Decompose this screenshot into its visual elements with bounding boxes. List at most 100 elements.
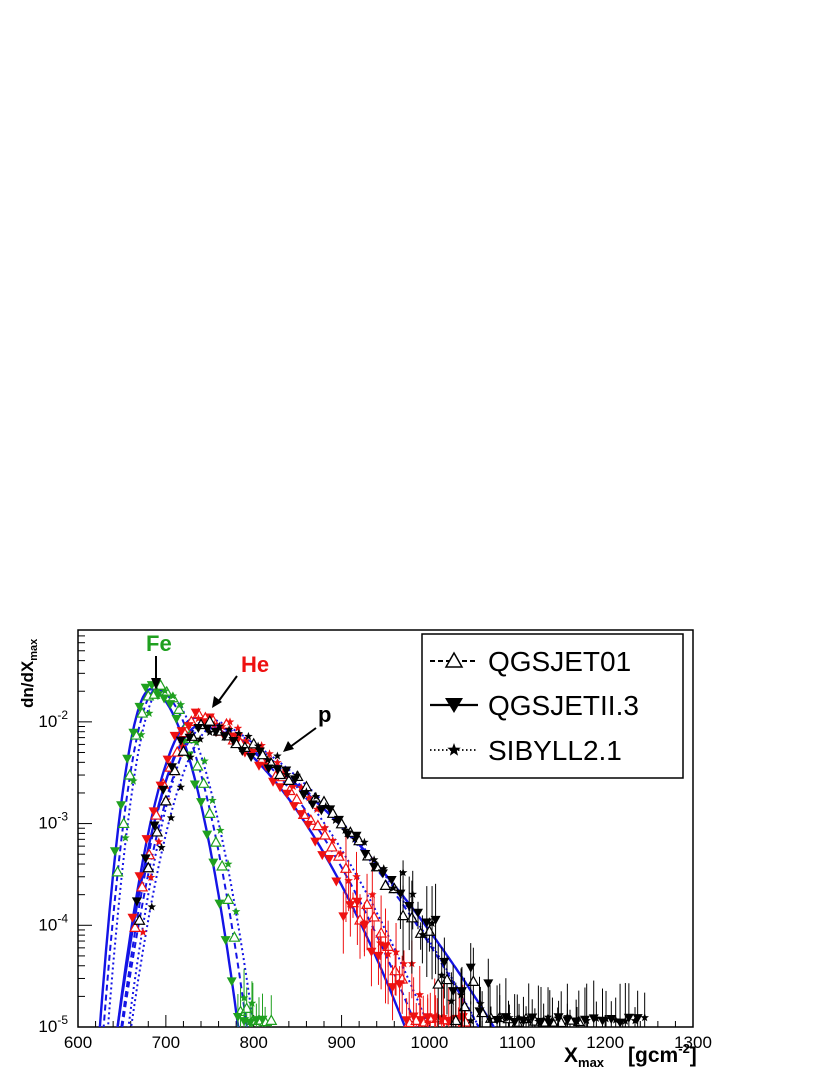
marker-star [611, 1015, 620, 1024]
marker-open-triangle [159, 794, 172, 806]
marker-star [630, 1016, 640, 1025]
x-tick-label: 700 [152, 1033, 180, 1052]
marker-star [244, 731, 253, 741]
marker-star [423, 1017, 432, 1026]
marker-filled-triangle [282, 789, 293, 799]
marker-filled-triangle [333, 815, 344, 825]
legend-label-qgsjetii3: QGSJETII.3 [488, 690, 639, 721]
marker-filled-triangle [148, 807, 159, 817]
marker-filled-triangle [623, 1013, 634, 1023]
marker-star [399, 959, 409, 968]
marker-filled-triangle [158, 785, 169, 795]
legend-label-sibyll21: SIBYLL2.1 [488, 735, 622, 766]
marker-star [208, 795, 217, 805]
marker-filled-triangle [401, 1016, 412, 1026]
marker-filled-triangle [237, 746, 248, 756]
marker-star [194, 714, 203, 723]
marker-open-triangle [191, 759, 204, 771]
marker-open-triangle [318, 828, 331, 840]
annotations: Fe He p [146, 631, 331, 752]
marker-open-triangle [117, 817, 130, 829]
marker-filled-triangle [245, 1018, 256, 1027]
marker-filled-triangle [483, 979, 494, 989]
marker-filled-triangle [408, 1012, 419, 1022]
marker-filled-triangle [208, 858, 219, 868]
marker-open-triangle [325, 840, 338, 852]
marker-star [427, 918, 437, 927]
marker-filled-triangle [176, 727, 187, 737]
marker-open-triangle [129, 921, 142, 933]
marker-open-triangle [368, 910, 381, 922]
marker-filled-triangle [190, 708, 201, 718]
marker-filled-triangle [149, 821, 160, 831]
marker-filled-triangle [220, 936, 231, 946]
marker-star [154, 837, 164, 846]
marker-filled-triangle [352, 897, 363, 907]
marker-open-triangle [222, 893, 235, 904]
marker-filled-triangle [131, 897, 142, 907]
x-axis-title: Xmax [gcm-2] [564, 1041, 697, 1070]
marker-filled-triangle [415, 1016, 426, 1026]
marker-star [192, 737, 201, 746]
marker-star [534, 1016, 543, 1025]
marker-star [157, 843, 166, 852]
marker-star [205, 727, 215, 736]
marker-filled-triangle [214, 899, 225, 909]
marker-star [129, 776, 138, 785]
marker-filled-triangle [257, 1015, 268, 1025]
marker-filled-triangle [253, 761, 264, 771]
legend: QGSJET01 QGSJETII.3 SIBYLL2.1 [421, 633, 684, 779]
marker-star [121, 833, 130, 842]
marker-open-triangle [177, 745, 190, 756]
marker-filled-triangle [366, 947, 377, 957]
marker-filled-triangle [439, 957, 450, 967]
marker-filled-triangle [430, 915, 441, 925]
marker-filled-triangle [196, 798, 206, 808]
marker-star [186, 752, 195, 761]
marker-star [415, 990, 424, 999]
marker-open-triangle [151, 825, 164, 837]
marker-filled-triangle [281, 766, 292, 776]
marker-filled-triangle [394, 980, 405, 990]
marker-star [383, 949, 393, 958]
marker-star [431, 1013, 440, 1022]
marker-filled-triangle [387, 983, 398, 993]
marker-star [514, 1013, 524, 1022]
marker-star [505, 1013, 514, 1022]
marker-filled-triangle [232, 1012, 243, 1022]
marker-star [328, 836, 338, 845]
marker-star [224, 859, 233, 868]
x-tick-label: 900 [327, 1033, 355, 1052]
x-tick-label: 1100 [499, 1033, 536, 1052]
marker-open-triangle [133, 914, 146, 925]
marker-filled-triangle [167, 763, 178, 773]
marker-star [582, 1016, 591, 1025]
marker-open-triangle [432, 977, 445, 989]
marker-star [352, 872, 361, 881]
marker-star [253, 741, 263, 750]
marker-filled-triangle [606, 1014, 617, 1024]
marker-filled-triangle [141, 835, 152, 845]
marker-filled-triangle [456, 987, 467, 997]
marker-star [391, 947, 401, 956]
marker-filled-triangle [373, 951, 384, 961]
marker-filled-triangle [175, 736, 186, 746]
marker-filled-triangle [338, 912, 349, 922]
marker-filled-triangle [303, 820, 314, 830]
marker-filled-triangle [386, 876, 397, 886]
marker-open-triangle [282, 774, 295, 786]
marker-filled-triangle [342, 830, 353, 840]
marker-star [217, 722, 227, 731]
marker-star [321, 802, 330, 811]
marker-open-triangle [197, 777, 210, 788]
marker-star [224, 725, 234, 734]
marker-filled-triangle [275, 783, 286, 793]
marker-star [160, 686, 170, 695]
marker-star [176, 782, 186, 791]
legend-label-qgsjet01: QGSJET01 [488, 646, 631, 677]
marker-star [572, 1017, 582, 1026]
marker-filled-triangle [202, 830, 213, 840]
marker-open-triangle [136, 880, 149, 892]
x-tick-label: 1300 [674, 1033, 712, 1052]
marker-filled-triangle [183, 722, 194, 732]
